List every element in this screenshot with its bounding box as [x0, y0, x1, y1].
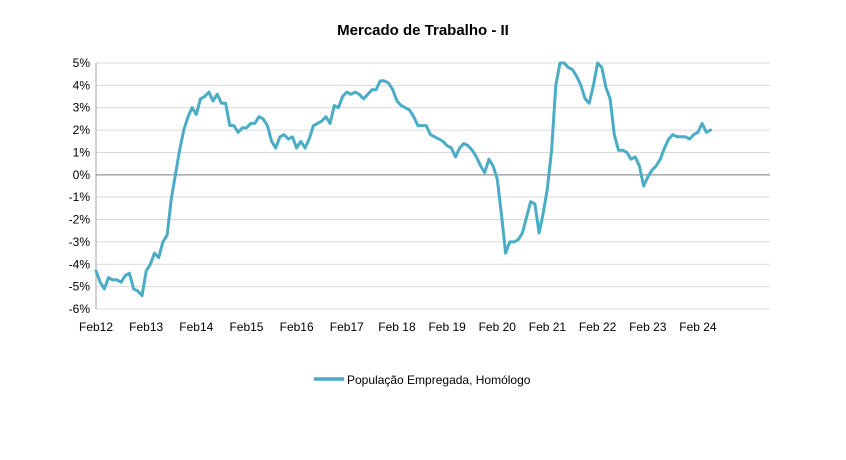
y-tick-label: 2% — [73, 123, 91, 137]
x-tick-label: Feb 22 — [579, 320, 617, 334]
y-tick-label: -1% — [69, 190, 91, 204]
y-tick-label: 3% — [73, 101, 91, 115]
x-tick-label: Feb 18 — [378, 320, 416, 334]
y-tick-label: 1% — [73, 145, 91, 159]
series-layer — [94, 61, 712, 298]
y-tick-label: -6% — [69, 302, 91, 316]
x-tick-label: Feb14 — [179, 320, 213, 334]
gridlines — [96, 62, 770, 310]
y-tick-label: 0% — [73, 168, 91, 182]
y-tick-label: -2% — [69, 213, 91, 227]
x-tick-label: Feb17 — [330, 320, 364, 334]
x-tick-label: Feb 19 — [428, 320, 466, 334]
series-line — [94, 61, 712, 298]
y-tick-label: 5% — [73, 56, 91, 70]
x-tick-label: Feb 20 — [479, 320, 517, 334]
x-tick-label: Feb 24 — [679, 320, 717, 334]
y-tick-label: -4% — [69, 257, 91, 271]
chart-title: Mercado de Trabalho - II — [337, 22, 509, 39]
x-tick-label: Feb16 — [280, 320, 314, 334]
x-tick-label: Feb 21 — [529, 320, 567, 334]
axes — [95, 63, 770, 309]
x-tick-label: Feb 23 — [629, 320, 667, 334]
y-tick-label: -5% — [69, 280, 91, 294]
y-tick-labels: -6% -5% -4% -3% -2% -1% 0% 1% 2% 3% 4% 5% — [69, 56, 91, 316]
y-tick-label: -3% — [69, 235, 91, 249]
y-tick-label: 4% — [73, 78, 91, 92]
x-tick-label: Feb13 — [129, 320, 163, 334]
legend: População Empregada, Homólogo — [314, 373, 531, 387]
x-tick-labels: Feb12 Feb13 Feb14 Feb15 Feb16 Feb17 Feb 18 Feb … — [79, 320, 717, 334]
x-tick-label: Feb12 — [79, 320, 113, 334]
x-tick-label: Feb15 — [229, 320, 263, 334]
legend-label: População Empregada, Homólogo — [347, 373, 531, 387]
